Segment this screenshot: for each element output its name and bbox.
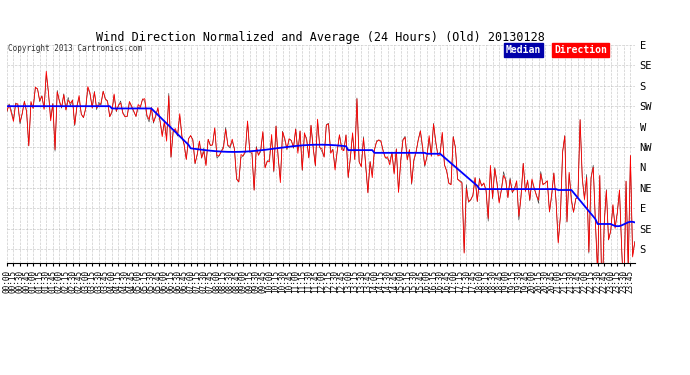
Text: Median: Median	[506, 45, 542, 55]
Text: Direction: Direction	[555, 45, 607, 55]
Text: Copyright 2013 Cartronics.com: Copyright 2013 Cartronics.com	[8, 44, 142, 52]
Title: Wind Direction Normalized and Average (24 Hours) (Old) 20130128: Wind Direction Normalized and Average (2…	[97, 31, 545, 44]
